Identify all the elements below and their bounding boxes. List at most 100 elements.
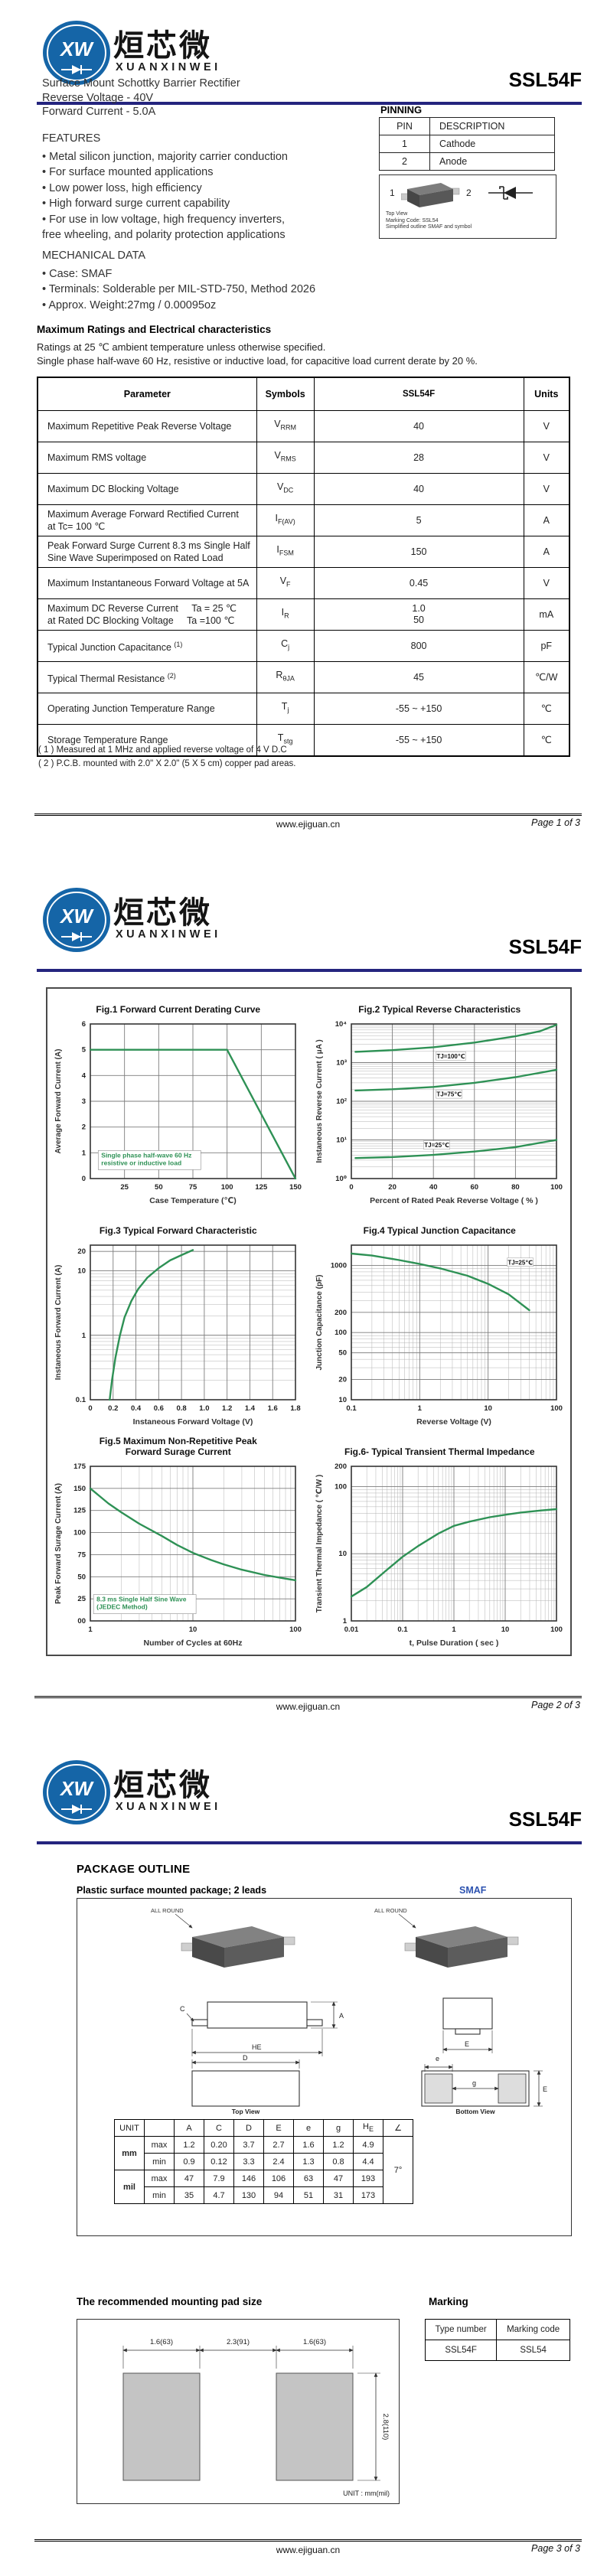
package-3d-view-2 (404, 1925, 519, 1968)
fig5-cell: Fig.5 Maximum Non-Repetitive Peak Forwar… (50, 1434, 306, 1652)
dim-cell: 7° (383, 2136, 413, 2204)
pinning-row: 1 Cathode (379, 135, 555, 153)
dim-cell: mil (114, 2170, 145, 2204)
part-header: SSL54F (313, 377, 524, 411)
fig5-chart: 8.3 ms Single Half Sine Wave(JEDEC Metho… (54, 1462, 302, 1648)
footer-website: www.ejiguan.cn (276, 1701, 341, 1712)
svg-text:1: 1 (418, 1404, 423, 1413)
fig2-cell: Fig.2 Typical Reverse Characteristics TJ… (312, 992, 568, 1209)
dim-row: mm max 1.2 0.20 3.7 2.7 1.6 1.2 4.9 7° (114, 2136, 413, 2204)
feature-item: For surface mounted applications (42, 165, 364, 181)
bottom-view (421, 2064, 543, 2107)
x-axis-label: Case Temperature (℃) (149, 1196, 236, 1205)
dim-cell: 31 (323, 2186, 354, 2204)
param-cell: Storage Temperature Range (37, 724, 257, 757)
x-axis-label: Percent of Rated Peak Reverse Voltage ( … (370, 1196, 538, 1205)
dim-g-label: g (472, 2079, 476, 2087)
dim-cell: 0.20 (204, 2136, 234, 2154)
svg-text:0: 0 (88, 1404, 92, 1413)
features-heading: FEATURES (42, 132, 101, 145)
symbol-cell: VF (256, 567, 315, 599)
param-cell: Maximum Average Forward Rectified Curren… (37, 504, 257, 536)
unit-cell: A (523, 504, 570, 536)
top-view (191, 2059, 300, 2107)
param-header: Parameter (37, 377, 257, 411)
svg-text:0: 0 (81, 1175, 85, 1183)
svg-text:1: 1 (81, 1332, 86, 1340)
feature-item: Metal silicon junction, majority carrier… (42, 149, 364, 165)
dim-cell: 1.6 (293, 2136, 324, 2154)
dim-cell: 4.9 (353, 2136, 383, 2154)
units-header: Units (523, 377, 570, 411)
all-round-label: ALL ROUND (151, 1907, 184, 1914)
svg-text:1.2: 1.2 (222, 1404, 232, 1413)
svg-text:3: 3 (81, 1097, 85, 1106)
svg-text:1: 1 (452, 1625, 457, 1634)
svg-text:10²: 10² (337, 1097, 348, 1106)
footnote-marker: (1) (174, 640, 183, 648)
dim-cell: 35 (174, 2186, 204, 2204)
mechanical-item: Approx. Weight:27mg / 0.00095oz (42, 298, 379, 314)
marking-table: Type number Marking code SSL54F SSL54 (424, 2319, 570, 2361)
svg-text:2: 2 (81, 1123, 85, 1132)
marking-row: SSL54F SSL54 (424, 2340, 570, 2361)
company-name-cn: 烜芯微 (113, 896, 212, 930)
svg-text:1.6: 1.6 (267, 1404, 277, 1413)
mechanical-item: Terminals: Solderable per MIL-STD-750, M… (42, 282, 379, 298)
unit-cell: pF (523, 630, 570, 662)
svg-text:4: 4 (81, 1072, 86, 1081)
ratings-table: Parameter Symbols SSL54F Units Maximum R… (37, 377, 570, 757)
dim-cell (144, 2119, 175, 2137)
svg-text:60: 60 (471, 1183, 479, 1192)
product-description: Surface Mount Schottky Barrier Rectifier… (42, 77, 240, 119)
symbol-cell: VDC (256, 473, 315, 505)
x-axis-label: Number of Cycles at 60Hz (143, 1639, 242, 1648)
ratings-row: Maximum Instantaneous Forward Voltage at… (37, 567, 570, 599)
footnotes: ( 1 ) Measured at 1 MHz and applied reve… (38, 744, 296, 771)
fig5-title: Fig.5 Maximum Non-Repetitive Peak Forwar… (99, 1435, 257, 1457)
pin-number: 2 (379, 152, 430, 171)
description-line: Forward Current - 5.0A (42, 106, 156, 118)
symbol-cell: Cj (256, 630, 315, 662)
dim-cell: 106 (263, 2170, 294, 2187)
description-line: Surface Mount Schottky Barrier Rectifier (42, 77, 240, 90)
footer-page-number: Page 1 of 3 (531, 817, 580, 828)
x-axis-label: Instaneous Forward Voltage (V) (132, 1417, 253, 1427)
svg-text:1000: 1000 (331, 1261, 347, 1270)
param-cell: Maximum RMS voltage (37, 442, 257, 474)
value-cell: -55 ~ +150 (313, 693, 524, 725)
type-number-header: Type number (424, 2319, 498, 2340)
fig3-chart: 0 0.2 0.4 0.6 0.8 1.0 1.2 1.4 1.6 1.8 0.1 1 10 20 Inst… (54, 1244, 300, 1427)
pad-dim-height: 2.8(110) (381, 2414, 390, 2441)
dim-cell: min (144, 2153, 175, 2170)
dim-cell: 47 (323, 2170, 354, 2187)
svg-text:0.2: 0.2 (108, 1404, 118, 1413)
unit-cell: ℃ (523, 693, 570, 725)
pin1-label: 1 (390, 187, 395, 198)
svg-text:125: 125 (73, 1506, 86, 1515)
footer-page-number: Page 3 of 3 (531, 2543, 580, 2554)
side-view (186, 2001, 338, 2056)
mechanical-data-section: MECHANICAL DATA Case: SMAF Terminals: So… (42, 248, 379, 313)
feature-item: High forward surge current capability (42, 196, 364, 212)
all-round-label: ALL ROUND (374, 1907, 407, 1914)
part-number: SSL54F (508, 1808, 582, 1831)
value-cell: 5 (313, 504, 524, 536)
dim-cell: UNIT (114, 2119, 145, 2137)
dim-cell: 4.4 (353, 2153, 383, 2170)
value-cell: 40 (313, 473, 524, 505)
dim-cell: 51 (293, 2186, 324, 2204)
datasheet-page-1: XW 烜芯微 XUANXINWEI SSL54F Surface Mount S… (0, 0, 607, 879)
feature-item: For use in low voltage, high frequency i… (42, 212, 364, 243)
dim-e-label: E (543, 2085, 547, 2093)
header-rule (37, 969, 582, 972)
fig2-title: Fig.2 Typical Reverse Characteristics (358, 1004, 521, 1016)
svg-text:1.8: 1.8 (290, 1404, 300, 1413)
svg-text:6: 6 (81, 1020, 85, 1029)
pin-description: Anode (429, 152, 555, 171)
package-outline-thumbnail: 1 2 Top View Marking Code: SSL54 Simplif… (379, 174, 556, 239)
value-cell: 800 (313, 630, 524, 662)
unit-cell: mA (523, 598, 570, 631)
